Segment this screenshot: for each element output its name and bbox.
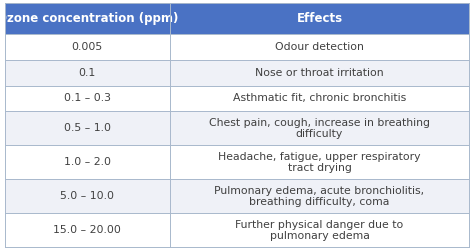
Text: Further physical danger due to
pulmonary edema: Further physical danger due to pulmonary… [235,220,403,241]
Bar [170,34,469,60]
Bar [5,180,170,214]
Text: 0.5 – 1.0: 0.5 – 1.0 [64,124,111,134]
Bar [5,112,170,146]
Text: Chest pain, cough, increase in breathing
difficulty: Chest pain, cough, increase in breathing… [209,118,430,139]
Bar [170,112,469,146]
Text: Effects: Effects [296,12,343,25]
Bar [170,214,469,248]
Text: 15.0 – 20.00: 15.0 – 20.00 [53,226,121,235]
Bar [5,146,170,180]
Text: 0.1 – 0.3: 0.1 – 0.3 [64,94,111,104]
Bar [5,60,170,86]
Text: Asthmatic fit, chronic bronchitis: Asthmatic fit, chronic bronchitis [233,94,406,104]
Bar [5,86,170,112]
Bar [170,146,469,180]
Text: Pulmonary edema, acute bronchiolitis,
breathing difficulty, coma: Pulmonary edema, acute bronchiolitis, br… [214,186,425,207]
Bar [5,34,170,60]
Bar [170,180,469,214]
Text: 5.0 – 10.0: 5.0 – 10.0 [60,192,114,202]
Text: Odour detection: Odour detection [275,42,364,52]
Text: Headache, fatigue, upper respiratory
tract drying: Headache, fatigue, upper respiratory tra… [218,152,421,173]
Text: 0.005: 0.005 [72,42,103,52]
Bar [170,2,469,34]
Bar [5,2,170,34]
Text: 1.0 – 2.0: 1.0 – 2.0 [64,158,111,168]
Bar [5,214,170,248]
Text: Nose or throat irritation: Nose or throat irritation [255,68,384,78]
Text: 0.1: 0.1 [79,68,96,78]
Bar [170,60,469,86]
Text: Ozone concentration (ppm): Ozone concentration (ppm) [0,12,178,25]
Bar [170,86,469,112]
